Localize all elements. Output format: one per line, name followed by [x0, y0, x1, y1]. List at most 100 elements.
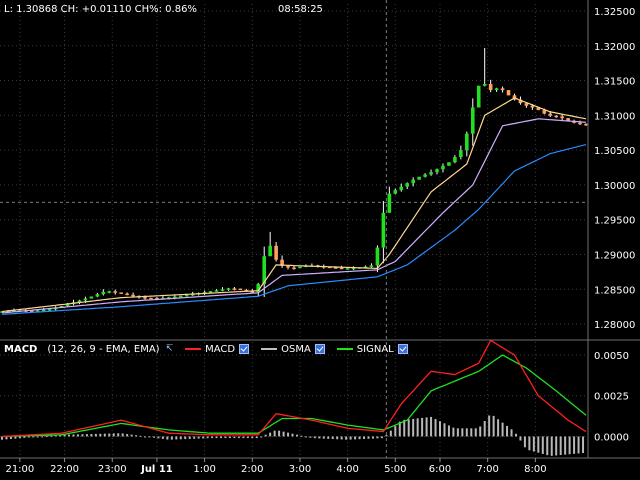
- candle-body: [375, 247, 380, 266]
- candle[interactable]: [178, 295, 183, 298]
- edit-arrow-icon[interactable]: ↸: [165, 344, 174, 354]
- candle[interactable]: [584, 123, 588, 126]
- candle[interactable]: [369, 263, 374, 268]
- candle-body: [584, 123, 588, 126]
- candle[interactable]: [89, 296, 94, 299]
- osma-bar: [439, 421, 441, 437]
- candle[interactable]: [465, 131, 469, 157]
- candle-body: [524, 103, 529, 106]
- signal-visibility-checkbox[interactable]: [397, 344, 408, 354]
- candle[interactable]: [423, 173, 427, 178]
- candle[interactable]: [560, 114, 564, 121]
- macd-panel[interactable]: [1, 339, 587, 456]
- candle-body: [518, 99, 523, 104]
- candle[interactable]: [387, 186, 392, 213]
- clock-readout: 08:58:25: [278, 4, 323, 15]
- osma-bar: [452, 427, 455, 437]
- candle[interactable]: [476, 85, 481, 108]
- osma-bar: [144, 436, 147, 438]
- time-tick-label: 21:00: [5, 464, 34, 475]
- candle[interactable]: [470, 98, 475, 146]
- candle-body: [405, 183, 410, 187]
- candle[interactable]: [113, 289, 118, 295]
- osma-bar: [443, 423, 446, 437]
- osma-bar: [251, 436, 254, 439]
- candle[interactable]: [459, 145, 463, 160]
- candle[interactable]: [417, 176, 421, 180]
- candle-body: [125, 293, 129, 296]
- macd-visibility-checkbox[interactable]: [239, 344, 250, 354]
- candle[interactable]: [363, 265, 368, 269]
- candle-body: [65, 304, 70, 306]
- candle[interactable]: [214, 289, 219, 292]
- candle[interactable]: [125, 292, 129, 296]
- candle[interactable]: [381, 201, 386, 264]
- candle[interactable]: [101, 289, 106, 296]
- candle[interactable]: [226, 287, 231, 291]
- candle[interactable]: [155, 297, 159, 300]
- price-panel[interactable]: [0, 0, 588, 458]
- candle-body: [387, 193, 392, 213]
- candle[interactable]: [482, 48, 487, 87]
- candle[interactable]: [149, 297, 153, 300]
- candle[interactable]: [512, 93, 517, 101]
- candle-body: [167, 297, 171, 299]
- candle[interactable]: [292, 266, 296, 270]
- osma-visibility-checkbox[interactable]: [314, 344, 325, 354]
- osma-bar: [488, 415, 491, 437]
- osma-bar: [550, 436, 553, 456]
- candle[interactable]: [411, 177, 415, 187]
- signal-swatch: [336, 348, 353, 350]
- candle[interactable]: [494, 87, 499, 92]
- candle[interactable]: [232, 286, 237, 291]
- candle[interactable]: [345, 267, 350, 270]
- candle[interactable]: [429, 169, 433, 176]
- candle[interactable]: [506, 90, 511, 96]
- candle[interactable]: [554, 115, 559, 118]
- candle[interactable]: [441, 163, 445, 173]
- candle-body: [530, 105, 535, 108]
- candle[interactable]: [268, 231, 272, 257]
- candle[interactable]: [208, 291, 213, 293]
- candle[interactable]: [435, 168, 439, 175]
- candle[interactable]: [274, 242, 278, 262]
- candle[interactable]: [500, 86, 505, 93]
- osma-bar: [90, 434, 93, 437]
- candle-body: [447, 162, 451, 166]
- quote-readout: L: 1.30868 CH: +0.01110 CH%: 0.86%: [4, 4, 197, 15]
- candle-body: [0, 311, 4, 313]
- candle[interactable]: [280, 255, 284, 268]
- candle[interactable]: [298, 266, 302, 269]
- candle-body: [214, 290, 219, 292]
- osma-bar: [220, 436, 222, 439]
- osma-bar: [68, 434, 71, 437]
- osma-bar: [345, 436, 348, 440]
- candle[interactable]: [453, 155, 457, 164]
- candle[interactable]: [524, 102, 529, 108]
- osma-bar: [510, 429, 513, 437]
- osma-bar: [260, 436, 263, 438]
- ma-mid-line: [1, 118, 587, 314]
- candle[interactable]: [405, 182, 410, 190]
- candle[interactable]: [536, 107, 541, 111]
- candle[interactable]: [238, 288, 243, 291]
- candle-body: [131, 294, 135, 297]
- candle-body: [536, 107, 541, 111]
- osma-bar: [126, 434, 129, 437]
- candle[interactable]: [256, 282, 261, 297]
- candle-body: [363, 266, 368, 269]
- candle-body: [77, 300, 82, 303]
- candle[interactable]: [95, 292, 100, 298]
- candle[interactable]: [119, 292, 123, 294]
- candle[interactable]: [488, 79, 493, 93]
- candle-body: [465, 133, 469, 151]
- candle[interactable]: [220, 287, 225, 292]
- candle[interactable]: [131, 292, 135, 298]
- candle[interactable]: [107, 290, 112, 294]
- candle[interactable]: [447, 162, 451, 166]
- candle[interactable]: [393, 188, 398, 195]
- candle[interactable]: [399, 183, 404, 192]
- macd-legend-params: (12, 26, 9 - EMA, EMA): [47, 343, 160, 355]
